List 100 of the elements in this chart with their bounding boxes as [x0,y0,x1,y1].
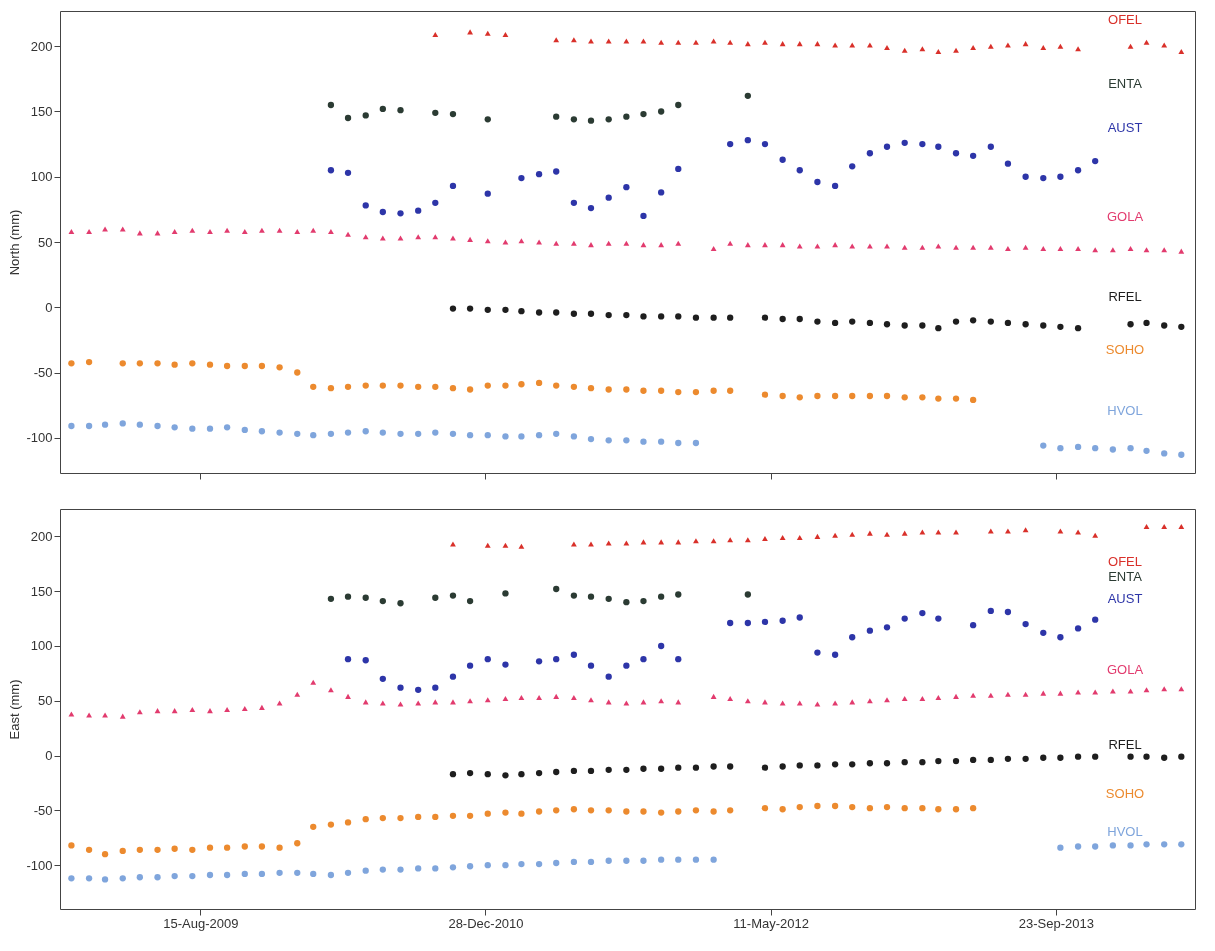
point [379,382,386,389]
point [379,105,386,113]
point [294,840,301,847]
point [466,662,474,669]
point [1143,753,1150,760]
point [553,309,560,316]
point [901,394,908,401]
point [189,872,196,880]
point [570,199,578,206]
point [675,591,682,598]
point [814,318,821,325]
point [1004,755,1012,763]
point [796,614,803,621]
point [883,760,891,767]
point [1022,620,1029,628]
point [553,168,560,175]
point [1040,442,1047,449]
point [657,593,665,600]
point [518,308,525,315]
point [484,382,491,389]
point [588,541,594,547]
point [605,595,612,603]
point [952,318,960,325]
point [587,435,595,443]
point [884,45,890,51]
point [1161,754,1168,761]
point [344,114,352,122]
point [935,757,942,765]
point [310,823,317,830]
point [952,757,960,765]
text: ENTA [1108,569,1143,584]
point [935,395,942,402]
y-tick-label: 150 [30,103,53,119]
point [640,857,647,864]
point [466,812,474,820]
point [1161,841,1168,848]
point [502,772,509,779]
point [919,394,926,401]
point [1022,755,1029,763]
point [553,768,560,776]
point [484,771,491,778]
point [449,182,457,190]
point [970,45,977,51]
point [1057,323,1064,330]
y-tick-label: 150 [30,583,53,599]
point [849,163,856,170]
point [779,806,786,813]
point [1127,321,1134,328]
point [1074,753,1082,760]
y-tick-label: 100 [30,169,53,185]
point [258,428,266,435]
point [1092,753,1099,760]
point [327,167,335,174]
point [779,156,786,163]
point [484,810,491,817]
point [727,763,734,770]
point [415,813,422,821]
point [570,116,578,123]
point [1127,842,1134,849]
point [849,531,856,537]
point [901,322,908,329]
point [796,41,803,47]
point [535,769,543,777]
point [518,543,525,549]
point [744,537,751,543]
point [779,41,786,47]
point [761,391,769,398]
point [987,756,994,764]
point [432,813,439,821]
point [1092,445,1099,452]
text: HVOL [1107,403,1143,419]
point [623,598,630,606]
point [171,872,178,880]
point [344,169,352,176]
point [171,845,178,852]
point [570,651,578,658]
point [553,859,560,867]
point [710,856,717,863]
point [206,361,214,368]
point [866,150,874,157]
point [206,425,214,432]
point [415,383,422,391]
point [796,534,803,541]
point [866,392,874,400]
point [397,210,404,217]
point [553,807,560,814]
point [344,869,352,876]
point [969,317,977,324]
point [779,315,786,323]
point [831,182,839,190]
point [587,807,595,814]
point [935,143,942,150]
point [1057,445,1064,452]
point [154,360,161,367]
point [223,871,231,879]
point [657,856,665,863]
point [779,763,786,770]
point [1178,48,1185,54]
point [744,619,752,627]
point [484,542,491,548]
